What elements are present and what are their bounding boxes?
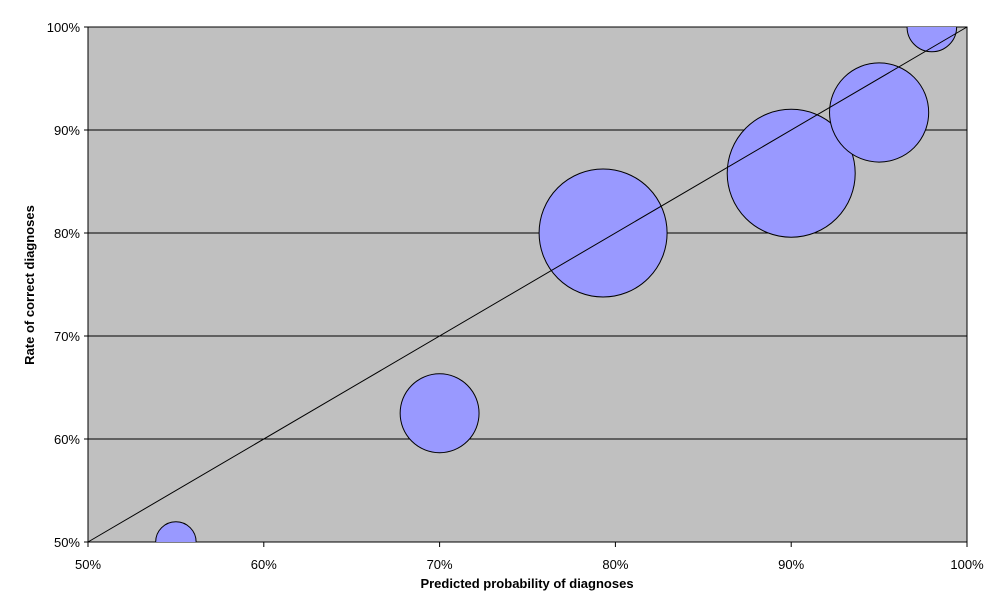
bubble-point (538, 168, 668, 298)
bubble-point (155, 521, 197, 542)
y-tick-label: 50% (54, 535, 80, 550)
x-tick-label: 90% (778, 557, 804, 572)
y-tick-label: 60% (54, 432, 80, 447)
x-tick-label: 70% (427, 557, 453, 572)
gridlines (88, 26, 967, 440)
x-axis-title: Predicted probability of diagnoses (420, 576, 633, 591)
y-tick-label: 100% (47, 20, 81, 35)
bubble-point (726, 108, 856, 238)
x-tick-label: 60% (251, 557, 277, 572)
y-tick-label: 90% (54, 123, 80, 138)
reference-line (87, 26, 968, 543)
y-axis-ticks: 50% 60% 70% 80% 90% 100% (47, 20, 88, 550)
bubble-point (906, 27, 958, 53)
bubble-point (829, 62, 930, 163)
x-tick-label: 80% (602, 557, 628, 572)
y-axis-title: Rate of correct diagnoses (22, 205, 37, 365)
y-tick-label: 70% (54, 329, 80, 344)
x-tick-label: 50% (75, 557, 101, 572)
bubble-point (399, 373, 480, 454)
x-axis-ticks: 50% 60% 70% 80% 90% 100% (75, 542, 984, 572)
y-tick-label: 80% (54, 226, 80, 241)
bubbles (155, 27, 958, 542)
x-tick-label: 100% (950, 557, 984, 572)
